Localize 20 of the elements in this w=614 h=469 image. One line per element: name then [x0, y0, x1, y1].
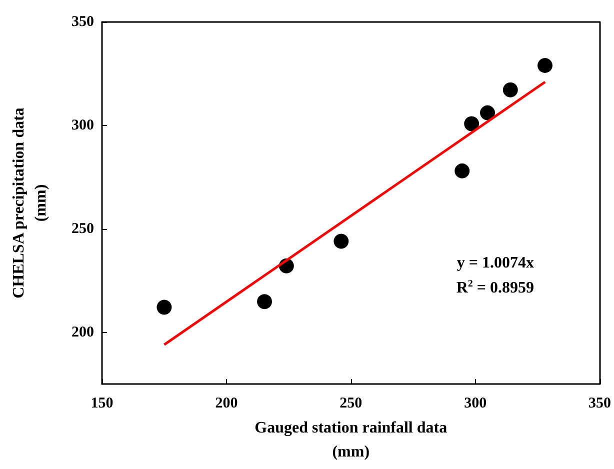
y-tick-label: 300: [72, 117, 94, 134]
y-tick-label: 350: [72, 14, 94, 30]
annotation: y = 1.0074x: [456, 254, 534, 272]
point: [454, 163, 470, 178]
point: [502, 82, 518, 98]
point: [334, 234, 349, 249]
y-tick-label: 250: [72, 220, 94, 237]
point: [480, 105, 496, 120]
x-tick-label: 200: [215, 396, 238, 412]
y-tick-label: 200: [72, 324, 94, 340]
point: [156, 300, 172, 315]
point: [464, 116, 480, 132]
y-axis-title: CHELSA precipitation data (mm): [10, 108, 50, 298]
x-axis-title: Gauged station rainfall data (mm): [254, 420, 448, 460]
x-tick-label: 250: [340, 396, 362, 412]
x-tick-label: 150: [90, 396, 114, 412]
x-tick-label: 350: [588, 396, 611, 412]
point: [257, 294, 272, 310]
x-tick-label: 300: [464, 396, 487, 412]
point: [538, 58, 552, 73]
